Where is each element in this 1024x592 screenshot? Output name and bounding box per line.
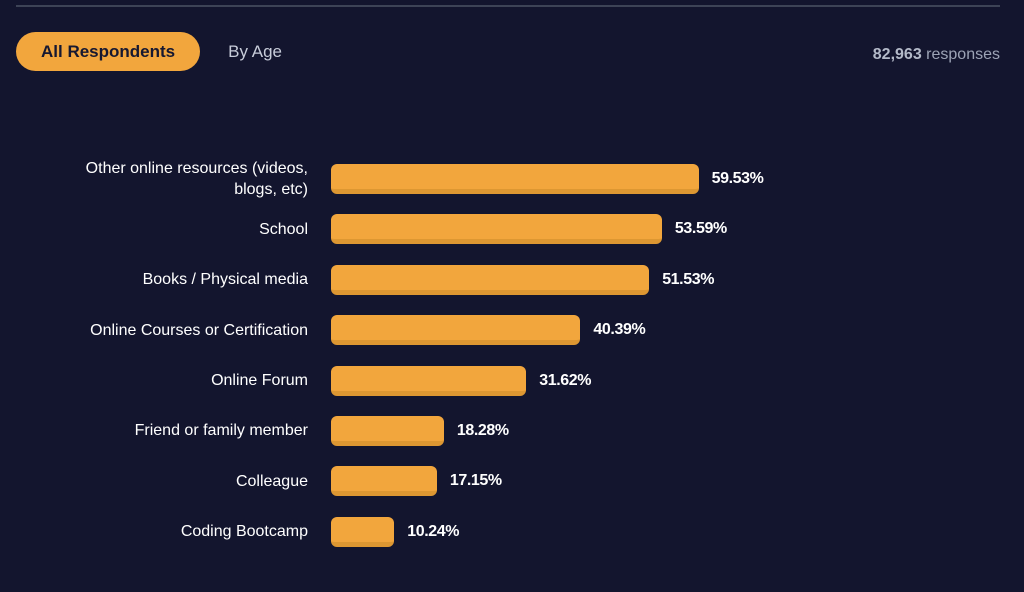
category-label: Other online resources (videos, blogs, e… [85,159,308,198]
responses-label: responses [926,45,1000,63]
chart-row: Online Forum 31.62% [0,355,1024,405]
category-label: Online Forum [211,372,308,390]
bar[interactable] [331,365,527,396]
chart-header: All Respondents By Age 82,963 responses [16,32,1000,71]
value-label: 40.39% [593,321,646,339]
bar[interactable] [331,264,650,295]
category-label: Online Courses or Certification [90,321,308,339]
value-label: 31.62% [539,371,592,389]
bar-chart: Other online resources (videos, blogs, e… [0,154,1024,557]
chart-row: School 53.59% [0,204,1024,254]
bar[interactable] [331,466,437,497]
category-label: Friend or family member [134,422,308,440]
category-label: Coding Bootcamp [180,523,308,541]
category-label: School [259,220,308,238]
chart-row: Books / Physical media 51.53% [0,255,1024,305]
bar[interactable] [331,315,581,346]
category-label: Colleague [235,472,308,490]
top-divider [16,5,1000,7]
bar[interactable] [331,214,662,245]
chart-row: Friend or family member 18.28% [0,406,1024,456]
tab-all-respondents[interactable]: All Respondents [16,32,201,71]
chart-row: Other online resources (videos, blogs, e… [0,154,1024,204]
bar[interactable] [331,415,444,446]
value-label: 53.59% [674,220,727,238]
bar[interactable] [331,163,699,194]
bar[interactable] [331,516,395,547]
chart-row: Colleague 17.15% [0,456,1024,506]
value-label: 51.53% [662,270,715,288]
value-label: 10.24% [407,522,460,540]
value-label: 59.53% [711,169,764,187]
tab-by-age[interactable]: By Age [228,41,282,61]
category-label: Books / Physical media [142,271,308,289]
chart-row: Coding Bootcamp 10.24% [0,507,1024,557]
responses-number: 82,963 [872,45,922,63]
responses-count: 82,963 responses [873,46,1000,64]
value-label: 18.28% [456,421,509,439]
chart-row: Online Courses or Certification 40.39% [0,305,1024,355]
value-label: 17.15% [449,472,502,490]
